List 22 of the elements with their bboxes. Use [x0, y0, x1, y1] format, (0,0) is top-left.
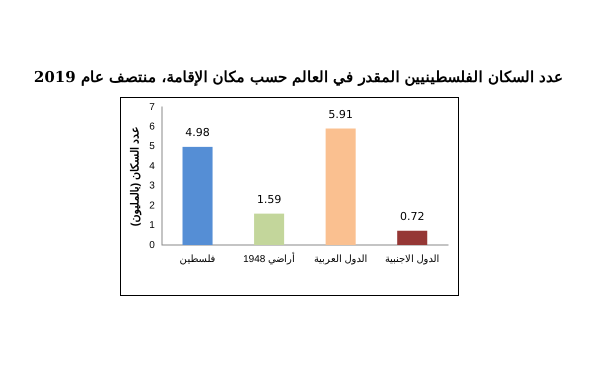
data-label: 4.98: [185, 126, 210, 140]
data-label: 1.59: [256, 193, 282, 206]
x-tick-label: أراضي 1948: [243, 252, 296, 265]
x-tick-label: الدول العربية: [314, 254, 368, 265]
y-tick-label: 4: [149, 160, 156, 172]
x-tick-label: الدول الاجنبية: [384, 254, 440, 265]
y-tick-label: 3: [149, 180, 156, 192]
y-tick-label: 2: [149, 200, 156, 212]
y-axis-title: عدد السكان (بالمليون): [130, 126, 142, 226]
bar: [254, 214, 284, 245]
bar: [326, 128, 356, 245]
data-label: 5.91: [328, 108, 353, 121]
y-tick-label: 1: [149, 220, 156, 232]
data-label: 0.72: [400, 210, 424, 224]
bar: [182, 146, 213, 245]
y-tick-label: 5: [149, 141, 156, 152]
chart-title: عدد السكان الفلسطينيين المقدر في العالم حسب مكان الإقامة، منتصف عام 2019: [32, 68, 564, 86]
y-tick-label: 6: [149, 121, 156, 132]
x-tick-label: فلسطين: [180, 254, 216, 265]
y-tick-label: 0: [149, 240, 156, 251]
bar: [397, 230, 428, 245]
y-tick-label: 7: [149, 102, 156, 113]
